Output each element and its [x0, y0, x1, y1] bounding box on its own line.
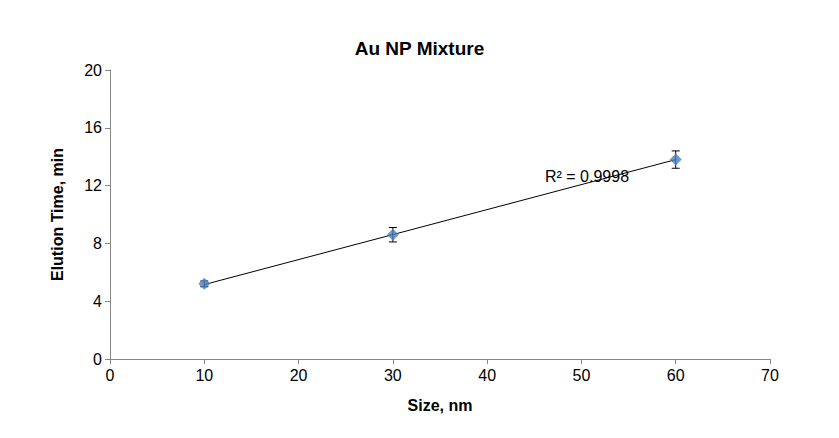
svg-text:40: 40: [478, 367, 496, 384]
svg-text:4: 4: [93, 293, 102, 310]
svg-text:R² = 0.9998: R² = 0.9998: [545, 168, 629, 185]
svg-text:30: 30: [384, 367, 402, 384]
svg-text:12: 12: [84, 177, 102, 194]
svg-text:8: 8: [93, 235, 102, 252]
svg-text:10: 10: [195, 367, 213, 384]
svg-text:70: 70: [761, 367, 779, 384]
svg-text:20: 20: [84, 62, 102, 79]
svg-text:0: 0: [106, 367, 115, 384]
svg-text:50: 50: [573, 367, 591, 384]
svg-text:60: 60: [667, 367, 685, 384]
svg-text:16: 16: [84, 119, 102, 136]
svg-text:Au NP Mixture: Au NP Mixture: [355, 38, 485, 59]
svg-text:0: 0: [93, 351, 102, 368]
svg-text:20: 20: [290, 367, 308, 384]
svg-text:Size, nm: Size, nm: [408, 397, 473, 414]
svg-text:Elution Time, min: Elution Time, min: [49, 148, 66, 281]
